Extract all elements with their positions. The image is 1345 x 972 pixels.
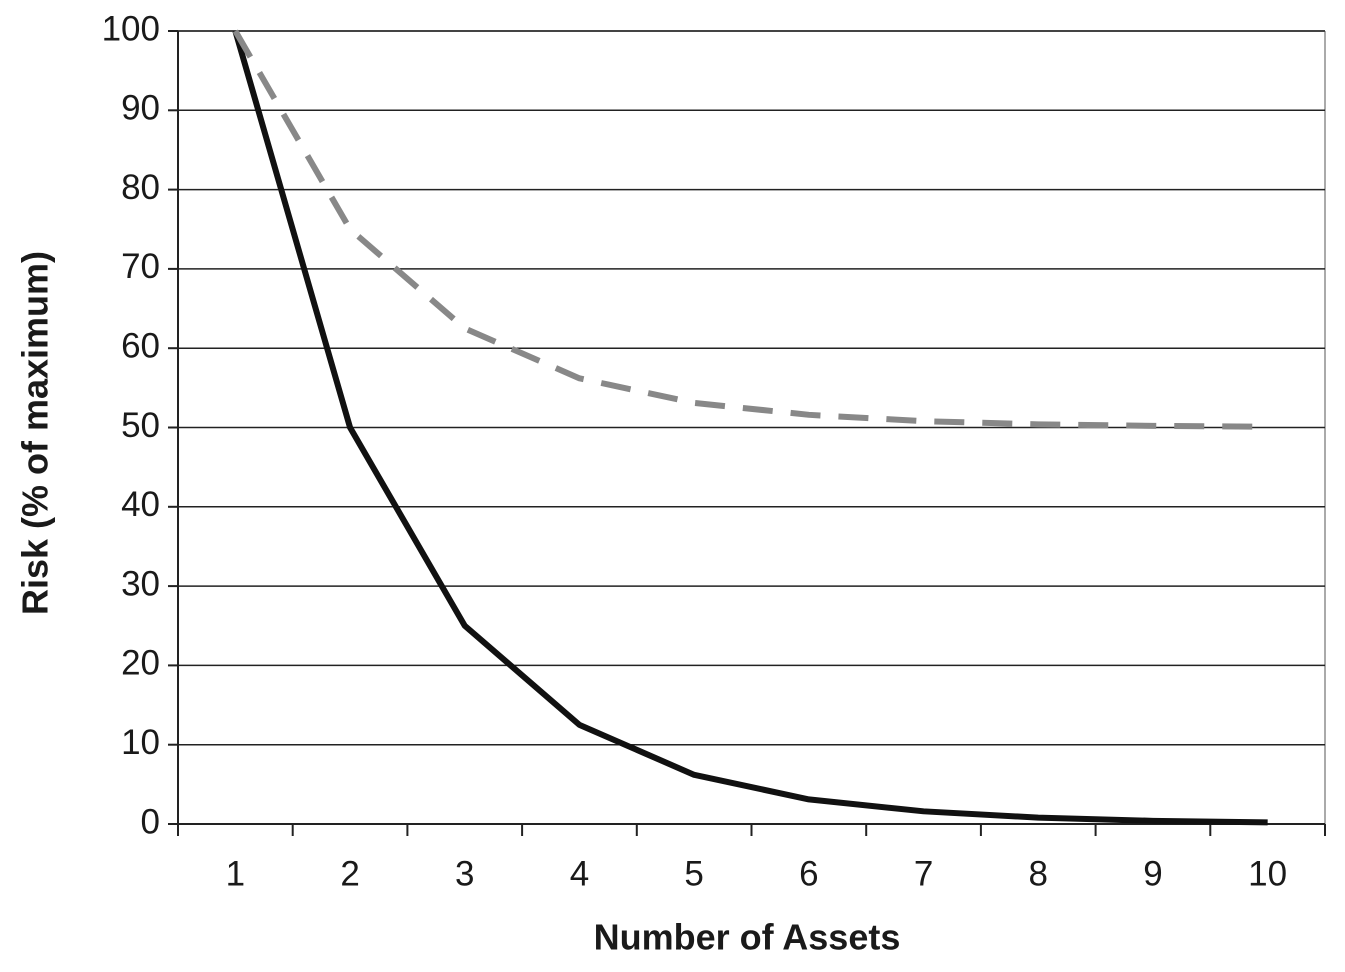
x-tick-label: 4	[570, 854, 589, 893]
y-tick-label: 80	[121, 168, 160, 207]
x-tick-label: 2	[340, 854, 359, 893]
x-tick-label: 5	[684, 854, 703, 893]
y-tick-label: 0	[141, 802, 160, 841]
x-tick-label: 8	[1029, 854, 1048, 893]
y-tick-label: 10	[121, 723, 160, 762]
x-tick-label: 10	[1248, 854, 1287, 893]
y-tick-label: 60	[121, 326, 160, 365]
y-tick-label: 100	[102, 9, 160, 48]
data-line	[232, 30, 1268, 826]
x-tick-label: 7	[914, 854, 933, 893]
x-tick-label: 1	[226, 854, 245, 893]
x-axis-title: Number of Assets	[594, 917, 901, 958]
x-tick-label: 6	[799, 854, 818, 893]
x-tick-label: 9	[1143, 854, 1162, 893]
y-tick-label: 70	[121, 247, 160, 286]
y-axis-title: Risk (% of maximum)	[15, 251, 56, 615]
x-tick-label: 3	[455, 854, 474, 893]
data-line	[232, 29, 1268, 430]
y-tick-label: 50	[121, 406, 160, 445]
y-tick-label: 90	[121, 89, 160, 128]
y-tick-label: 40	[121, 485, 160, 524]
y-tick-label: 20	[121, 644, 160, 683]
y-tick-label: 30	[121, 564, 160, 603]
